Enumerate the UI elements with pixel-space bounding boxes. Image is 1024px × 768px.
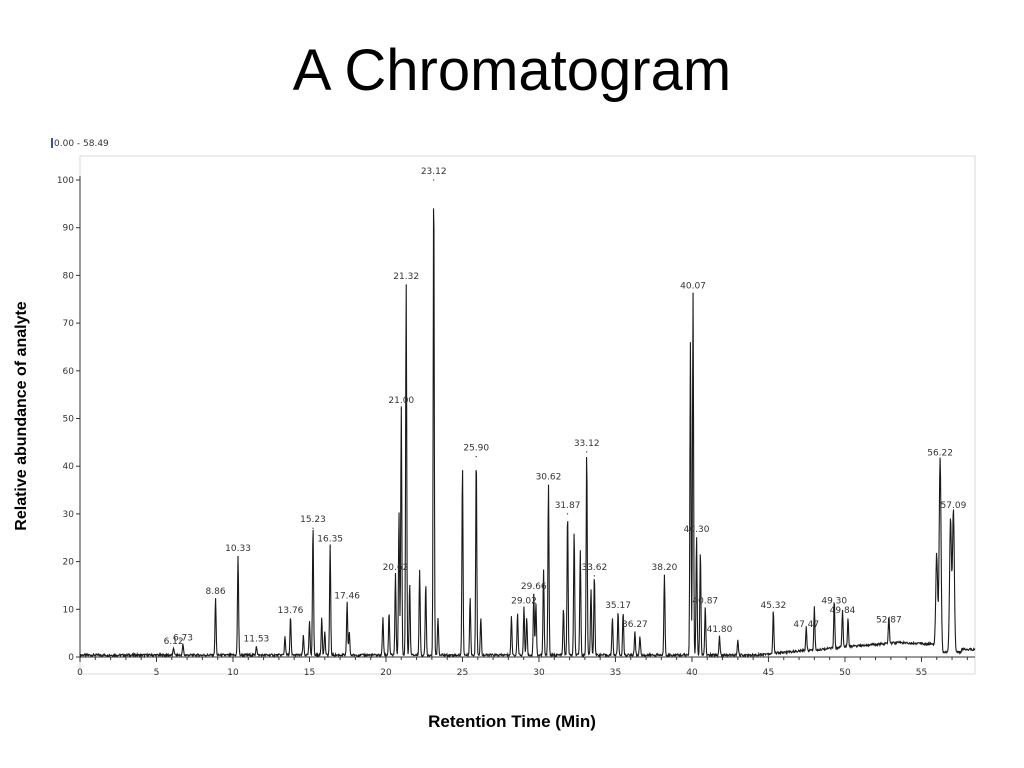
peak-apex [329, 546, 331, 548]
peak-label: 47.47 [793, 620, 819, 630]
peak-apex [547, 484, 550, 486]
peak-label: 40.87 [692, 596, 718, 606]
peak-label: 57.09 [941, 501, 967, 511]
y-tick-label: 10 [63, 605, 75, 615]
range-label: 0.00 - 58.49 [54, 139, 109, 149]
y-tick-label: 20 [63, 558, 75, 568]
peak-label: 30.62 [536, 472, 562, 482]
peak-apex [952, 513, 955, 515]
peak-label: 40.30 [684, 525, 710, 535]
peak-label: 8.86 [206, 587, 226, 597]
peak-label: 11.53 [244, 634, 270, 644]
peak-label: 38.20 [652, 563, 678, 573]
peak-apex [695, 537, 698, 539]
y-tick-label: 0 [68, 653, 74, 663]
peak-label: 56.22 [927, 448, 953, 458]
peak-apex [566, 513, 569, 515]
peak-apex [214, 599, 217, 601]
peak-label: 29.02 [511, 596, 537, 606]
peak-label: 10.33 [225, 544, 251, 554]
peak-apex [888, 627, 890, 629]
peak-apex [523, 608, 525, 610]
x-tick-label: 5 [154, 668, 160, 678]
peak-apex [939, 460, 941, 463]
peak-label: 6.73 [173, 634, 193, 644]
slide-title: A Chromatogram [292, 38, 732, 103]
peak-label: 23.12 [421, 167, 447, 177]
peak-label: 33.62 [581, 563, 607, 573]
peak-apex [346, 603, 348, 606]
peak-label: 15.23 [300, 515, 326, 525]
peak-apex [237, 556, 239, 558]
peak-apex [692, 293, 694, 296]
x-axis-label: Retention Time (Min) [428, 712, 596, 731]
peak-apex [617, 613, 619, 615]
peak-apex [772, 613, 774, 615]
peak-label: 21.00 [388, 396, 414, 406]
chromatogram-trace [79, 208, 976, 659]
peak-label: 40.07 [680, 281, 706, 291]
x-tick-label: 35 [610, 668, 621, 678]
peak-label: 31.87 [555, 501, 581, 511]
y-tick-label: 90 [63, 224, 75, 234]
x-tick-label: 15 [304, 668, 315, 678]
peak-apex [805, 632, 807, 634]
peak-label: 13.76 [278, 606, 304, 616]
peak-apex [173, 649, 175, 651]
peak-label: 49.84 [830, 606, 856, 616]
peak-apex [255, 646, 257, 649]
x-tick-label: 45 [763, 668, 774, 678]
peak-label: 20.62 [383, 563, 409, 573]
peak-apex [833, 608, 835, 610]
x-tick-label: 10 [227, 668, 239, 678]
peak-apex [593, 575, 595, 577]
peak-apex [718, 637, 721, 639]
x-tick-label: 0 [77, 668, 83, 678]
peak-label: 36.27 [622, 620, 648, 630]
peak-apex [533, 594, 535, 596]
y-tick-label: 70 [63, 319, 75, 329]
peak-apex [400, 408, 402, 410]
y-tick-label: 40 [63, 462, 75, 472]
peak-label: 21.32 [393, 272, 419, 282]
peak-label: 35.17 [605, 601, 631, 611]
y-tick-label: 100 [57, 176, 74, 186]
peak-apex [475, 456, 477, 458]
peak-label: 6.12 [164, 637, 184, 647]
peak-apex [433, 179, 435, 181]
peak-apex [634, 632, 636, 634]
peak-label: 52.87 [876, 615, 902, 625]
peak-label: 29.66 [521, 582, 547, 592]
peak-apex [405, 284, 407, 286]
peak-apex [289, 618, 292, 620]
peak-label: 16.35 [317, 534, 343, 544]
x-tick-label: 20 [380, 668, 392, 678]
peak-apex [841, 618, 844, 620]
x-tick-label: 55 [916, 668, 927, 678]
peak-label: 25.90 [463, 444, 489, 454]
peak-label: 41.80 [707, 625, 733, 635]
peak-apex [704, 608, 706, 610]
peak-apex [586, 451, 588, 453]
x-tick-label: 40 [686, 668, 698, 678]
y-axis-label: Relative abundance of analyte [13, 301, 30, 531]
chromatogram-chart: 0.00 - 58.49 0 10 20 30 40 50 60 70 80 90 100 0 5 10 1… [51, 138, 976, 678]
y-tick-label: 30 [63, 510, 75, 520]
peak-apex [182, 645, 184, 648]
x-tick-label: 30 [533, 668, 545, 678]
y-tick-label: 60 [63, 367, 75, 377]
peak-label: 45.32 [760, 601, 786, 611]
peak-label: 33.12 [574, 439, 600, 449]
x-tick-label: 25 [457, 668, 468, 678]
peak-apex [663, 575, 666, 577]
peak-label: 49.30 [821, 596, 847, 606]
x-tick-label: 50 [839, 668, 851, 678]
peak-apex [394, 575, 397, 577]
y-tick-label: 50 [63, 415, 75, 425]
peak-apex [312, 527, 314, 529]
peak-label: 17.46 [334, 592, 360, 602]
y-tick-label: 80 [63, 271, 75, 281]
